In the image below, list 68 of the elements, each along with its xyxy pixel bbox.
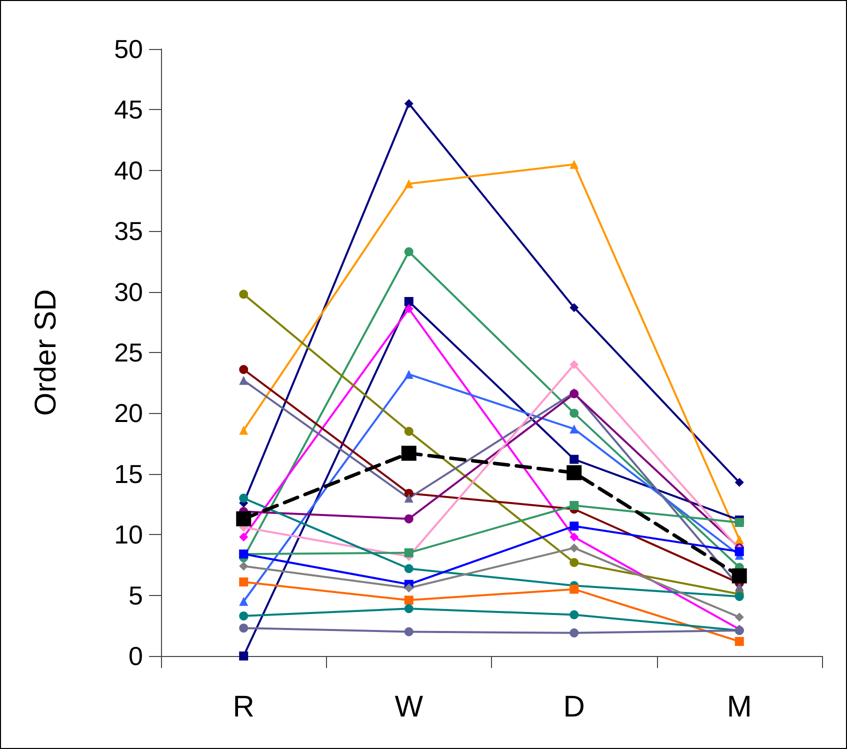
point bbox=[570, 522, 579, 531]
point bbox=[404, 494, 414, 503]
y-tick-label: 10 bbox=[114, 520, 143, 550]
point bbox=[732, 568, 747, 584]
point bbox=[404, 604, 414, 614]
point bbox=[239, 494, 248, 503]
y-axis-title: Order SD bbox=[30, 289, 62, 416]
point bbox=[404, 548, 414, 558]
point bbox=[404, 564, 414, 574]
point bbox=[239, 577, 248, 586]
point bbox=[734, 534, 744, 544]
point bbox=[570, 628, 579, 638]
point bbox=[570, 543, 579, 552]
point bbox=[404, 297, 414, 306]
y-tick-label: 35 bbox=[114, 216, 143, 246]
y-tick-label: 20 bbox=[114, 398, 143, 428]
y-tick-label: 30 bbox=[114, 276, 143, 307]
point bbox=[570, 303, 579, 312]
point bbox=[570, 610, 579, 620]
point bbox=[566, 465, 582, 480]
point bbox=[570, 500, 579, 510]
y-tick-label: 0 bbox=[128, 641, 143, 671]
point bbox=[570, 584, 579, 594]
point bbox=[570, 424, 579, 434]
point bbox=[239, 611, 248, 620]
point bbox=[239, 376, 248, 385]
point bbox=[401, 446, 416, 461]
point bbox=[239, 290, 248, 299]
x-tick-label: W bbox=[394, 690, 424, 724]
x-tick-label: R bbox=[232, 690, 254, 724]
point bbox=[239, 562, 248, 571]
point bbox=[404, 179, 414, 188]
point bbox=[570, 532, 579, 542]
point bbox=[734, 547, 744, 556]
point bbox=[734, 612, 744, 622]
point bbox=[734, 592, 744, 602]
point bbox=[404, 247, 414, 256]
point bbox=[404, 596, 414, 605]
x-tick-label: D bbox=[563, 690, 585, 724]
point bbox=[570, 408, 579, 418]
x-tick-label: M bbox=[726, 690, 752, 724]
point bbox=[239, 426, 248, 435]
y-tick-label: 25 bbox=[114, 338, 143, 368]
point bbox=[570, 558, 579, 568]
point bbox=[239, 532, 248, 542]
point bbox=[570, 360, 579, 370]
point bbox=[734, 582, 744, 592]
point bbox=[404, 426, 414, 436]
y-tick-label: 40 bbox=[114, 155, 143, 186]
point bbox=[404, 584, 414, 593]
y-tick-label: 50 bbox=[114, 34, 143, 64]
point bbox=[734, 636, 744, 646]
point bbox=[239, 365, 248, 374]
point bbox=[570, 454, 579, 464]
point bbox=[404, 370, 414, 379]
point bbox=[404, 99, 414, 108]
point bbox=[239, 624, 248, 633]
y-tick-label: 5 bbox=[128, 580, 143, 610]
point bbox=[239, 652, 248, 660]
y-tick-label: 15 bbox=[114, 458, 143, 489]
point bbox=[239, 596, 248, 606]
point bbox=[404, 514, 414, 524]
point bbox=[404, 627, 414, 636]
point bbox=[236, 511, 252, 526]
point bbox=[570, 160, 579, 169]
y-tick-label: 45 bbox=[114, 94, 143, 125]
point bbox=[404, 304, 414, 314]
point bbox=[734, 478, 744, 487]
